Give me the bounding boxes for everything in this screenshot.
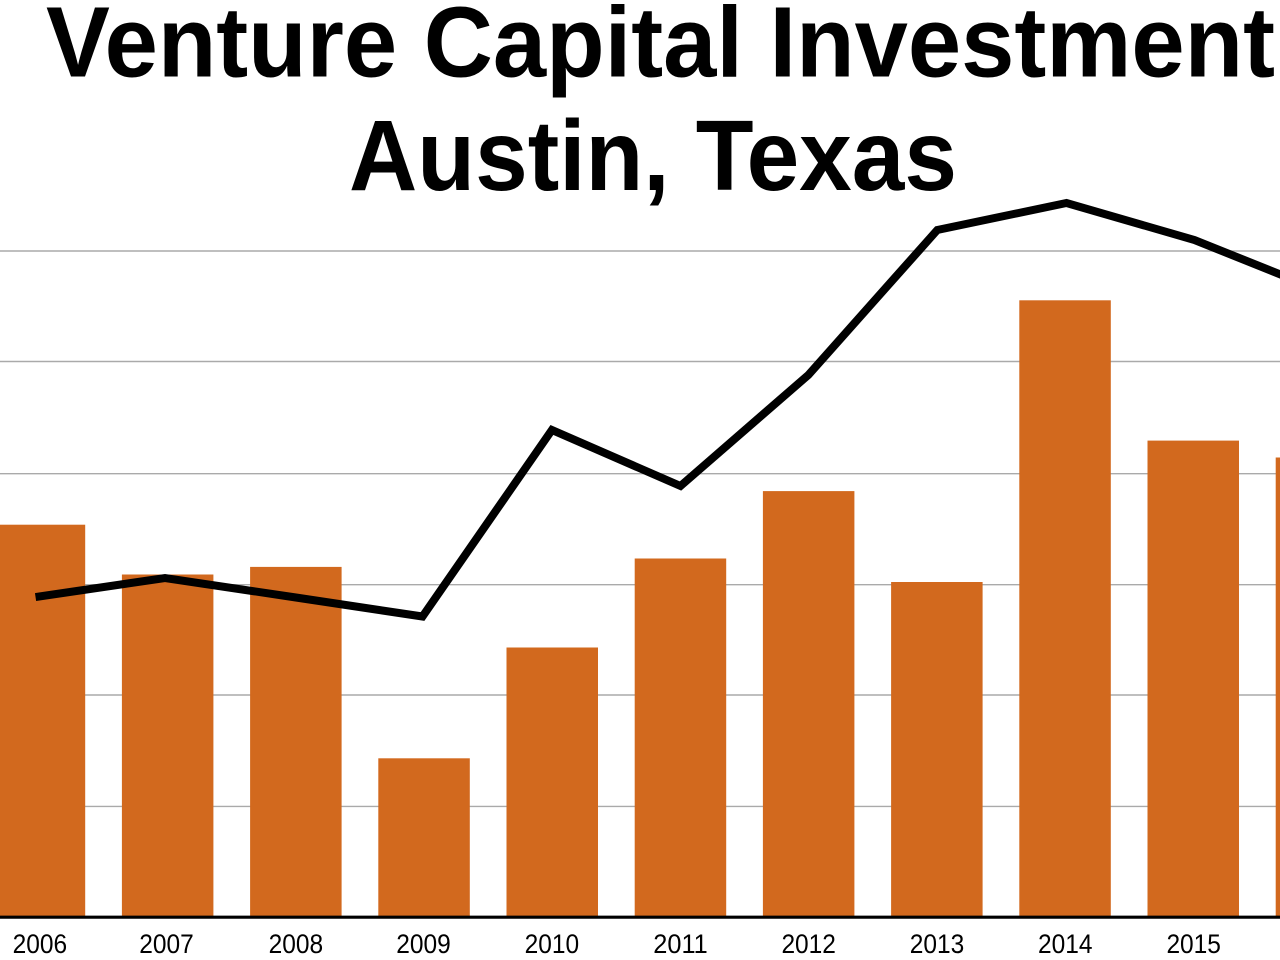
svg-text:Venture Capital Investment: Venture Capital Investment <box>46 0 1275 99</box>
svg-text:2014: 2014 <box>1038 929 1093 959</box>
svg-text:2007: 2007 <box>139 929 194 959</box>
svg-text:2009: 2009 <box>396 929 451 959</box>
svg-text:2015: 2015 <box>1166 929 1221 959</box>
svg-text:2012: 2012 <box>781 929 836 959</box>
svg-text:2006: 2006 <box>13 929 68 959</box>
svg-text:Austin, Texas: Austin, Texas <box>349 100 957 212</box>
svg-text:2013: 2013 <box>910 929 965 959</box>
svg-text:2011: 2011 <box>653 929 708 959</box>
svg-text:2008: 2008 <box>269 929 324 959</box>
svg-text:2010: 2010 <box>525 929 580 959</box>
